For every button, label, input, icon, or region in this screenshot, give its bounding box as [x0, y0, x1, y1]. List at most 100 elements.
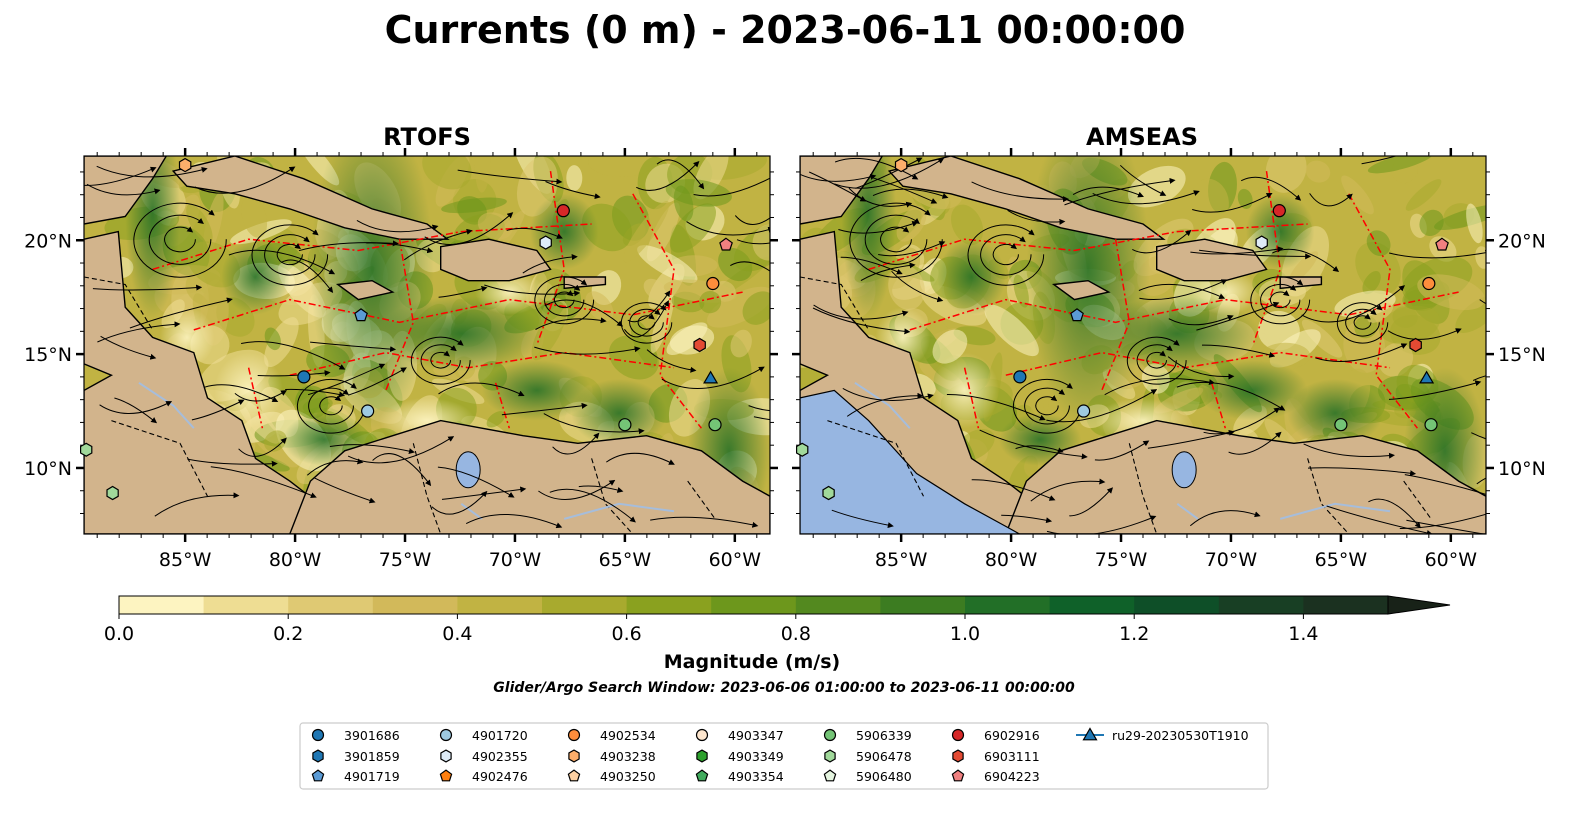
legend-symbol — [695, 728, 709, 742]
colorbar-segment — [965, 596, 1051, 614]
country-borders — [84, 276, 716, 534]
float-marker-5906339 — [1424, 418, 1438, 432]
x-tick-label: 75°W — [379, 549, 432, 571]
y-tick-label: 15°N — [1498, 344, 1546, 366]
float-marker-ru29-20230530T1910 — [703, 370, 719, 384]
legend-symbol — [824, 749, 836, 763]
x-tick-label: 65°W — [1315, 549, 1368, 571]
colorbar-segment — [542, 596, 628, 614]
legend-symbol — [951, 769, 965, 782]
map-amseas — [800, 156, 1486, 534]
colorbar-tick-label: 0.8 — [781, 623, 811, 645]
x-tick-label: 80°W — [269, 549, 322, 571]
legend-symbol — [567, 769, 581, 782]
float-marker-4902534 — [706, 276, 720, 291]
float-marker-5906478 — [106, 485, 119, 501]
colorbar-segment — [1049, 596, 1135, 614]
float-marker-6903111 — [693, 337, 706, 353]
colorbar-extend-arrow — [1387, 595, 1451, 615]
legend-symbol — [696, 749, 708, 763]
float-marker-6902916 — [556, 204, 570, 218]
legend-symbol — [568, 749, 580, 763]
rivers — [138, 381, 675, 520]
float-marker-4902355 — [1255, 235, 1268, 250]
y-tick-label: 20°N — [1498, 230, 1546, 252]
map-rtofs — [84, 156, 770, 534]
legend-label: 3901686 — [344, 728, 400, 743]
float-marker-5906339 — [618, 418, 632, 432]
legend-symbol — [951, 728, 965, 742]
colorbar-segment — [880, 596, 966, 614]
float-marker-4901719 — [1070, 308, 1084, 322]
legend-label: 4903238 — [600, 749, 656, 764]
legend-symbol — [695, 769, 709, 782]
legend-symbol — [312, 749, 324, 763]
legend-label: 4903250 — [600, 769, 656, 784]
jamaica — [1051, 279, 1111, 301]
legend-symbol — [823, 728, 837, 742]
legend-symbol — [439, 769, 453, 782]
y-tick-label: 10°N — [24, 458, 72, 480]
rivers — [854, 381, 1391, 520]
x-tick-label: 75°W — [1095, 549, 1148, 571]
pacific-ocean — [800, 389, 1021, 534]
colorbar-segment — [1134, 596, 1220, 614]
float-marker-5906478 — [79, 442, 93, 457]
float-marker-5906339 — [708, 418, 722, 432]
central-america — [84, 230, 360, 534]
land-masses — [800, 156, 1486, 534]
yucatan — [84, 156, 168, 225]
streamlines — [84, 159, 770, 529]
colorbar-tick-label: 0.4 — [442, 623, 472, 645]
legend-box — [299, 722, 1269, 790]
legend-symbol — [311, 728, 325, 742]
x-tick-label: 85°W — [875, 549, 928, 571]
colorbar-segment — [203, 596, 289, 614]
legend-label: 5906339 — [856, 728, 912, 743]
legend-label: 5906480 — [856, 769, 912, 784]
legend-label: 4901720 — [472, 728, 528, 743]
legend-label: 4902355 — [472, 749, 528, 764]
float-marker-4901719 — [354, 308, 368, 322]
float-marker-3901686 — [297, 370, 311, 384]
legend-label: 4902534 — [600, 728, 656, 743]
float-marker-5906478 — [795, 442, 809, 457]
legend-symbol — [440, 749, 452, 763]
legend-label: 3901859 — [344, 749, 400, 764]
float-marker-3901686 — [1013, 370, 1027, 384]
float-marker-5906339 — [1334, 418, 1348, 432]
y-tick-label: 20°N — [24, 230, 72, 252]
legend-label: 4901719 — [344, 769, 400, 784]
eez-boundaries — [152, 170, 743, 429]
colorbar-tick-label: 1.2 — [1119, 623, 1149, 645]
float-marker-5906478 — [822, 485, 835, 501]
float-marker-6903111 — [1409, 337, 1422, 353]
colorbar-segment — [119, 596, 205, 614]
colorbar-segment — [372, 596, 458, 614]
jamaica — [335, 279, 395, 301]
colorbar-outline — [118, 595, 1388, 615]
panel-amseas: AMSEAS 85°W 80°W 75°W 70°W 65°W 60°W 10°N 15°N 2… — [792, 123, 1546, 571]
float-marker-ru29-20230530T1910 — [1419, 370, 1435, 384]
float-marker-4903238 — [178, 157, 192, 173]
float-markers-amseas — [795, 157, 1449, 501]
x-tick-label: 65°W — [599, 549, 652, 571]
colorbar-segment — [795, 596, 881, 614]
lake-maracaibo — [455, 451, 481, 489]
panel-rtofs: RTOFS 85°W 80°W 75°W 70°W 65°W 60°W 10°N 15°N 20… — [24, 123, 778, 571]
legend-symbol — [311, 769, 325, 782]
float-markers-rtofs — [79, 157, 733, 501]
x-tick-label: 70°W — [1205, 549, 1258, 571]
legend-label: 4902476 — [472, 769, 528, 784]
legend-symbol — [952, 749, 964, 763]
float-marker-4902534 — [1422, 276, 1436, 291]
y-tick-label: 15°N — [24, 344, 72, 366]
legend-symbol — [567, 728, 581, 742]
axis-ticks-amseas: 85°W 80°W 75°W 70°W 65°W 60°W 10°N 15°N 20°N — [792, 148, 1546, 571]
legend-label: 5906478 — [856, 749, 912, 764]
figure-title: Currents (0 m) - 2023-06-11 00:00:00 — [385, 8, 1186, 52]
colorbar-segment — [288, 596, 374, 614]
lake-maracaibo — [1171, 451, 1197, 489]
legend-label: 4903354 — [728, 769, 784, 784]
colorbar-tick-label: 0.0 — [104, 623, 134, 645]
